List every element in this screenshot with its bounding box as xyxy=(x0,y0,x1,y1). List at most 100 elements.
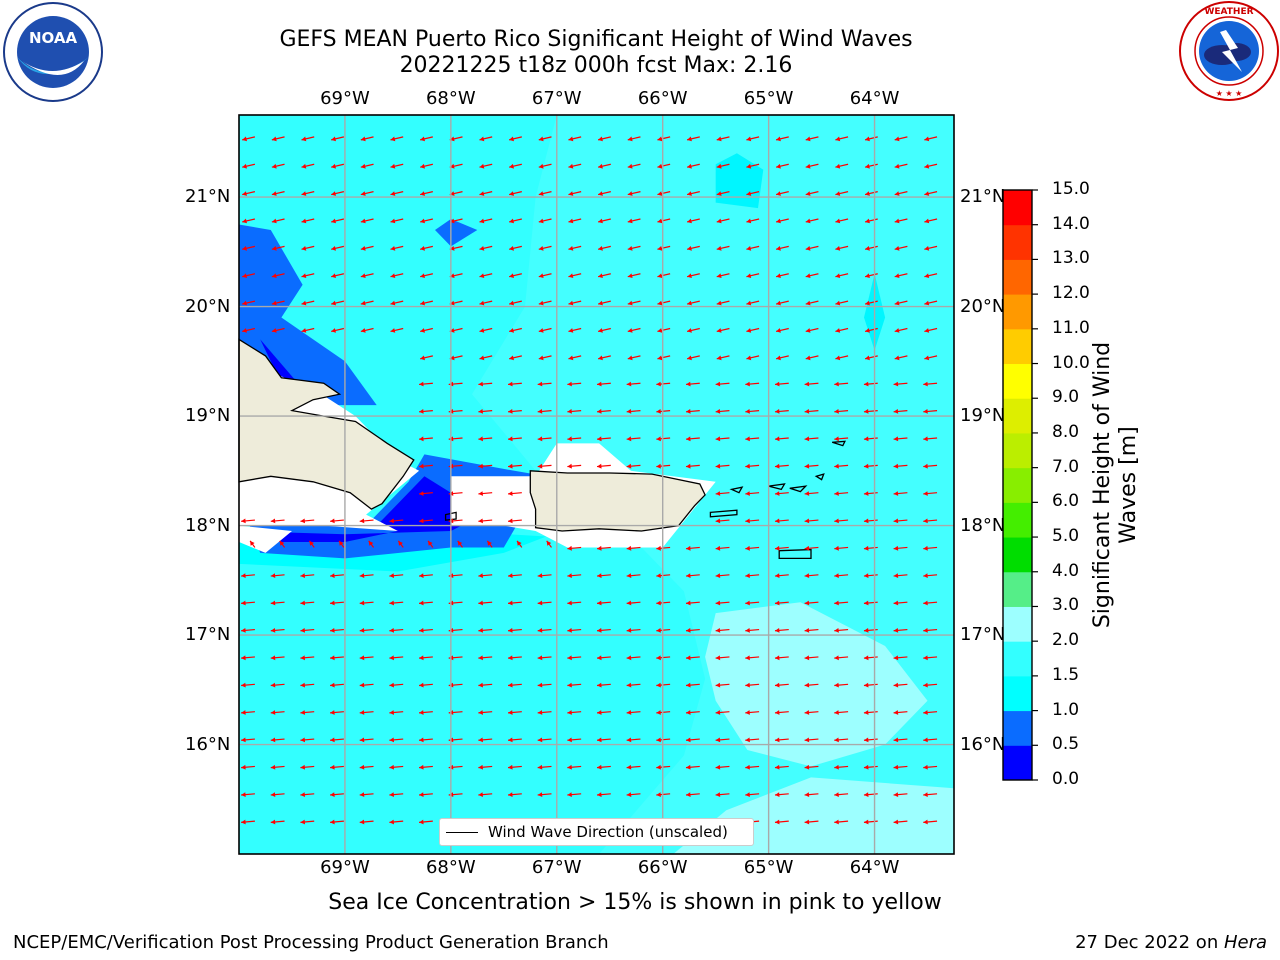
wave-arrowhead xyxy=(804,710,810,715)
wave-arrowhead xyxy=(419,409,424,414)
wave-arrowhead xyxy=(834,436,839,442)
wave-arrowhead xyxy=(687,191,692,196)
wave-arrowhead xyxy=(893,463,899,469)
wave-arrowhead xyxy=(745,491,750,496)
wave-arrowhead xyxy=(863,628,869,633)
wave-arrowhead xyxy=(479,355,485,361)
wave-arrowhead xyxy=(863,764,869,770)
colorbar-segment xyxy=(1003,259,1032,295)
wave-arrowhead xyxy=(894,273,900,278)
wave-arrowhead xyxy=(517,540,522,546)
wave-arrowhead xyxy=(598,273,603,278)
wave-arrowhead xyxy=(419,381,424,387)
wave-arrowhead xyxy=(330,710,335,715)
wave-arrowhead xyxy=(865,163,870,169)
wave-arrowhead xyxy=(865,273,870,278)
wave-arrowhead xyxy=(398,540,403,546)
wave-arrowhead xyxy=(271,136,277,142)
wave-arrowhead xyxy=(242,136,247,142)
footer-date: 27 Dec 2022 on Hera xyxy=(1075,932,1267,953)
wave-arrowhead xyxy=(270,710,276,715)
wave-arrowhead xyxy=(745,545,750,551)
wave-arrowhead xyxy=(893,655,899,661)
wave-arrowhead xyxy=(360,300,366,306)
wave-arrowhead xyxy=(546,540,552,546)
wave-arrowhead xyxy=(420,218,425,224)
wave-arrowhead xyxy=(568,136,574,142)
footer-date-text: 27 Dec 2022 on xyxy=(1075,932,1224,953)
wave-arrowhead xyxy=(330,600,335,606)
wave-arrowhead xyxy=(508,792,513,797)
wave-arrowhead xyxy=(746,163,752,169)
wave-arrowhead xyxy=(804,655,810,661)
wave-arrowhead xyxy=(924,328,930,333)
colorbar-tick-label: 3.0 xyxy=(1052,595,1080,616)
wave-arrowhead xyxy=(804,436,810,442)
colorbar-segment xyxy=(1003,537,1032,573)
wave-arrowhead xyxy=(509,273,514,278)
wave-arrowhead xyxy=(835,218,841,224)
wave-arrowhead xyxy=(300,573,305,578)
wave-arrowhead xyxy=(834,737,839,743)
lat-label-left: 20°N xyxy=(185,295,231,317)
wave-arrowhead xyxy=(420,273,425,278)
wave-arrowhead xyxy=(359,682,365,688)
wave-arrowhead xyxy=(627,163,633,169)
wave-arrowhead xyxy=(419,819,424,825)
wave-arrowhead xyxy=(508,491,513,496)
wave-arrowhead xyxy=(865,328,870,333)
footer-credit: NCEP/EMC/Verification Post Processing Pr… xyxy=(13,932,609,953)
wave-arrowhead xyxy=(865,300,870,306)
colorbar-segment xyxy=(1003,294,1032,330)
wave-arrowhead xyxy=(775,682,780,688)
wave-arrowhead xyxy=(804,545,810,551)
wave-arrowhead xyxy=(834,381,839,387)
wave-arrowhead xyxy=(863,819,869,825)
wave-arrowhead xyxy=(508,436,513,442)
wave-arrowhead xyxy=(894,300,900,306)
small-island-1 xyxy=(444,511,457,521)
wave-arrowhead xyxy=(715,436,721,442)
wave-arrowhead xyxy=(330,518,335,524)
wave-arrowhead xyxy=(538,355,544,361)
wave-arrowhead xyxy=(924,355,930,361)
wave-arrowhead xyxy=(687,300,692,306)
wave-arrowhead xyxy=(686,436,691,442)
wave-arrowhead xyxy=(626,710,632,715)
small-island-7 xyxy=(832,440,846,447)
wave-arrowhead xyxy=(270,682,276,688)
wave-arrowhead xyxy=(537,573,543,578)
wave-arrowhead xyxy=(776,328,781,333)
wave-arrowhead xyxy=(893,600,899,606)
wave-arrowhead xyxy=(775,628,780,633)
wave-arrowhead xyxy=(686,628,691,633)
wave-arrowhead xyxy=(627,191,633,196)
wave-arrowhead xyxy=(687,328,692,333)
wave-arrowhead xyxy=(538,218,544,224)
wave-arrowhead xyxy=(835,355,841,361)
wave-arrowhead xyxy=(656,710,661,715)
colorbar-segment xyxy=(1003,675,1032,712)
colorbar-tick-label: 2.0 xyxy=(1052,630,1080,651)
wave-arrowhead xyxy=(715,518,721,524)
wave-arrowhead xyxy=(301,191,307,196)
wave-arrowhead xyxy=(627,328,633,333)
wave-arrowhead xyxy=(716,273,722,278)
wave-arrowhead xyxy=(626,573,632,578)
wave-arrowhead xyxy=(865,136,870,142)
colorbar-tick-label: 8.0 xyxy=(1052,421,1080,442)
wave-arrowhead xyxy=(775,436,780,442)
wave-arrowhead xyxy=(242,328,247,333)
wave-arrowhead xyxy=(419,764,424,770)
wave-arrowhead xyxy=(626,381,632,387)
noaa-logo-text: NOAA xyxy=(29,29,78,47)
wave-arrowhead xyxy=(567,737,572,743)
wave-arrowhead xyxy=(301,163,307,169)
wave-arrowhead xyxy=(805,355,811,361)
wave-arrowhead xyxy=(537,737,543,743)
wave-arrowhead xyxy=(805,246,811,251)
wave-arrowhead xyxy=(656,737,661,743)
wave-arrowhead xyxy=(804,518,810,524)
wave-arrowhead xyxy=(359,764,365,770)
wave-arrowhead xyxy=(776,136,781,142)
